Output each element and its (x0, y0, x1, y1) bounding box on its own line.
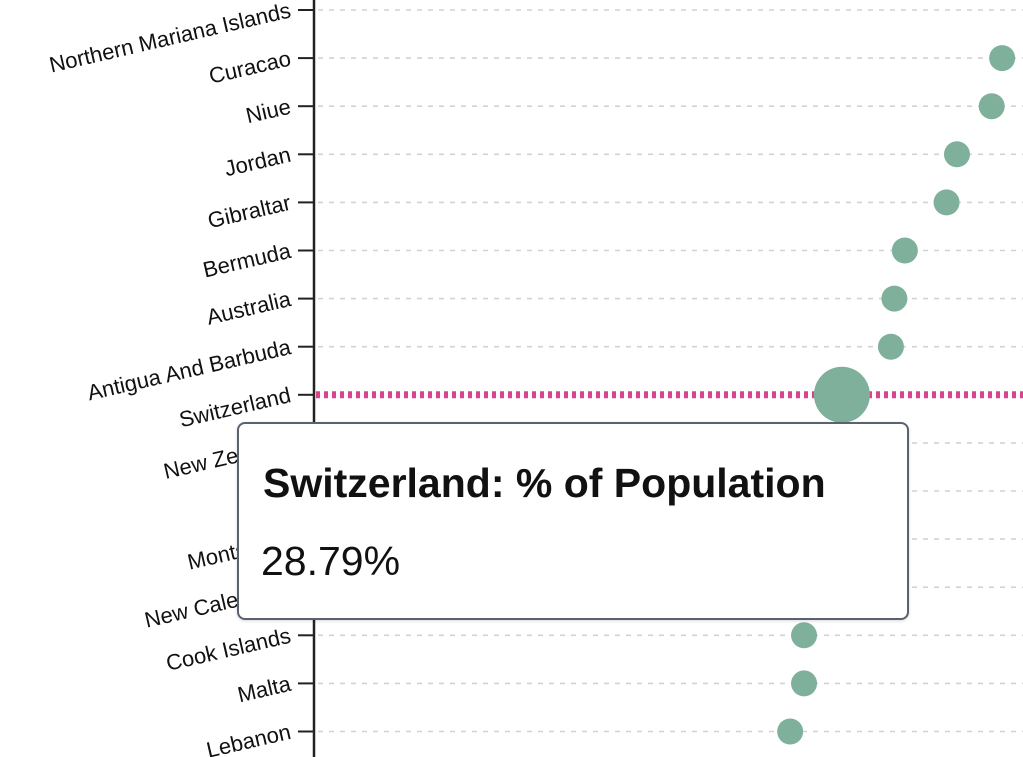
y-axis-labels: Northern Mariana IslandsCuracaoNiueJorda… (47, 0, 294, 757)
data-point[interactable] (791, 622, 818, 649)
data-points (777, 45, 1016, 745)
y-tick-label: Niue (243, 94, 293, 129)
y-tick-label: Curacao (206, 46, 293, 89)
data-point[interactable] (791, 670, 818, 697)
data-point[interactable] (881, 285, 908, 312)
data-point[interactable] (877, 333, 904, 360)
y-tick-label: Cook Islands (164, 623, 294, 676)
data-point[interactable] (933, 189, 960, 216)
data-point[interactable] (989, 45, 1016, 72)
y-tick-label: Australia (204, 286, 294, 330)
data-point[interactable] (978, 93, 1005, 120)
tooltip-value: 28.79% (261, 538, 401, 584)
y-tick-label: Gibraltar (205, 190, 293, 233)
data-point[interactable] (777, 718, 804, 745)
data-point[interactable] (891, 237, 918, 264)
y-axis-ticks (298, 9, 314, 733)
y-tick-label: Malta (235, 671, 294, 708)
y-tick-label: Bermuda (201, 238, 294, 283)
data-point[interactable] (943, 141, 970, 168)
tooltip: Switzerland: % of Population 28.79% (237, 422, 909, 620)
y-tick-label: Lebanon (204, 719, 293, 757)
y-tick-label: Jordan (222, 142, 293, 181)
gridlines (318, 9, 1023, 733)
tooltip-title: Switzerland: % of Population (263, 460, 826, 506)
highlighted-data-point[interactable] (813, 366, 870, 423)
